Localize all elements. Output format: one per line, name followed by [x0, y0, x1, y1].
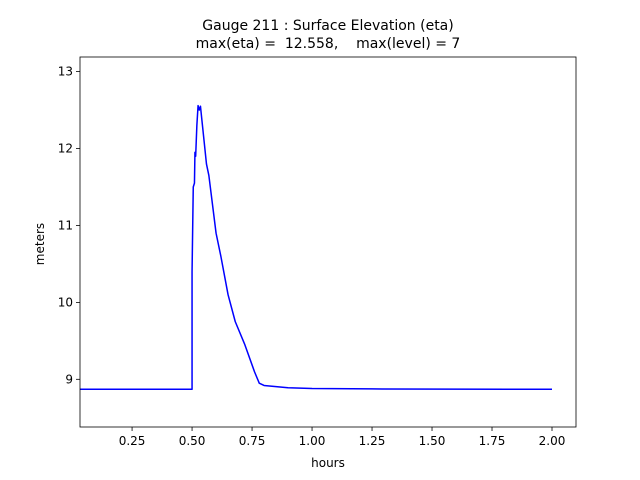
chart-subtitle: max(eta) = 12.558, max(level) = 7 [196, 36, 461, 52]
y-tick-label: 11 [58, 218, 73, 232]
y-tick-label: 12 [58, 142, 73, 156]
y-tick-label: 9 [65, 372, 73, 386]
chart-title: Gauge 211 : Surface Elevation (eta) [202, 18, 453, 34]
x-tick-label: 0.75 [239, 434, 266, 448]
x-tick-label: 1.50 [419, 434, 446, 448]
x-tick-label: 1.25 [359, 434, 386, 448]
x-tick-label: 1.75 [479, 434, 506, 448]
plot-frame [79, 56, 577, 428]
data-line [80, 104, 553, 391]
y-tick-label: 13 [58, 65, 73, 79]
y-axis-label: meters [33, 223, 47, 265]
x-tick-label: 0.25 [119, 434, 146, 448]
x-tick-label: 0.50 [179, 434, 206, 448]
y-tick-label: 10 [58, 295, 73, 309]
x-axis-label: hours [311, 456, 345, 470]
x-tick-label: 2.00 [539, 434, 566, 448]
x-tick-label: 1.00 [299, 434, 326, 448]
